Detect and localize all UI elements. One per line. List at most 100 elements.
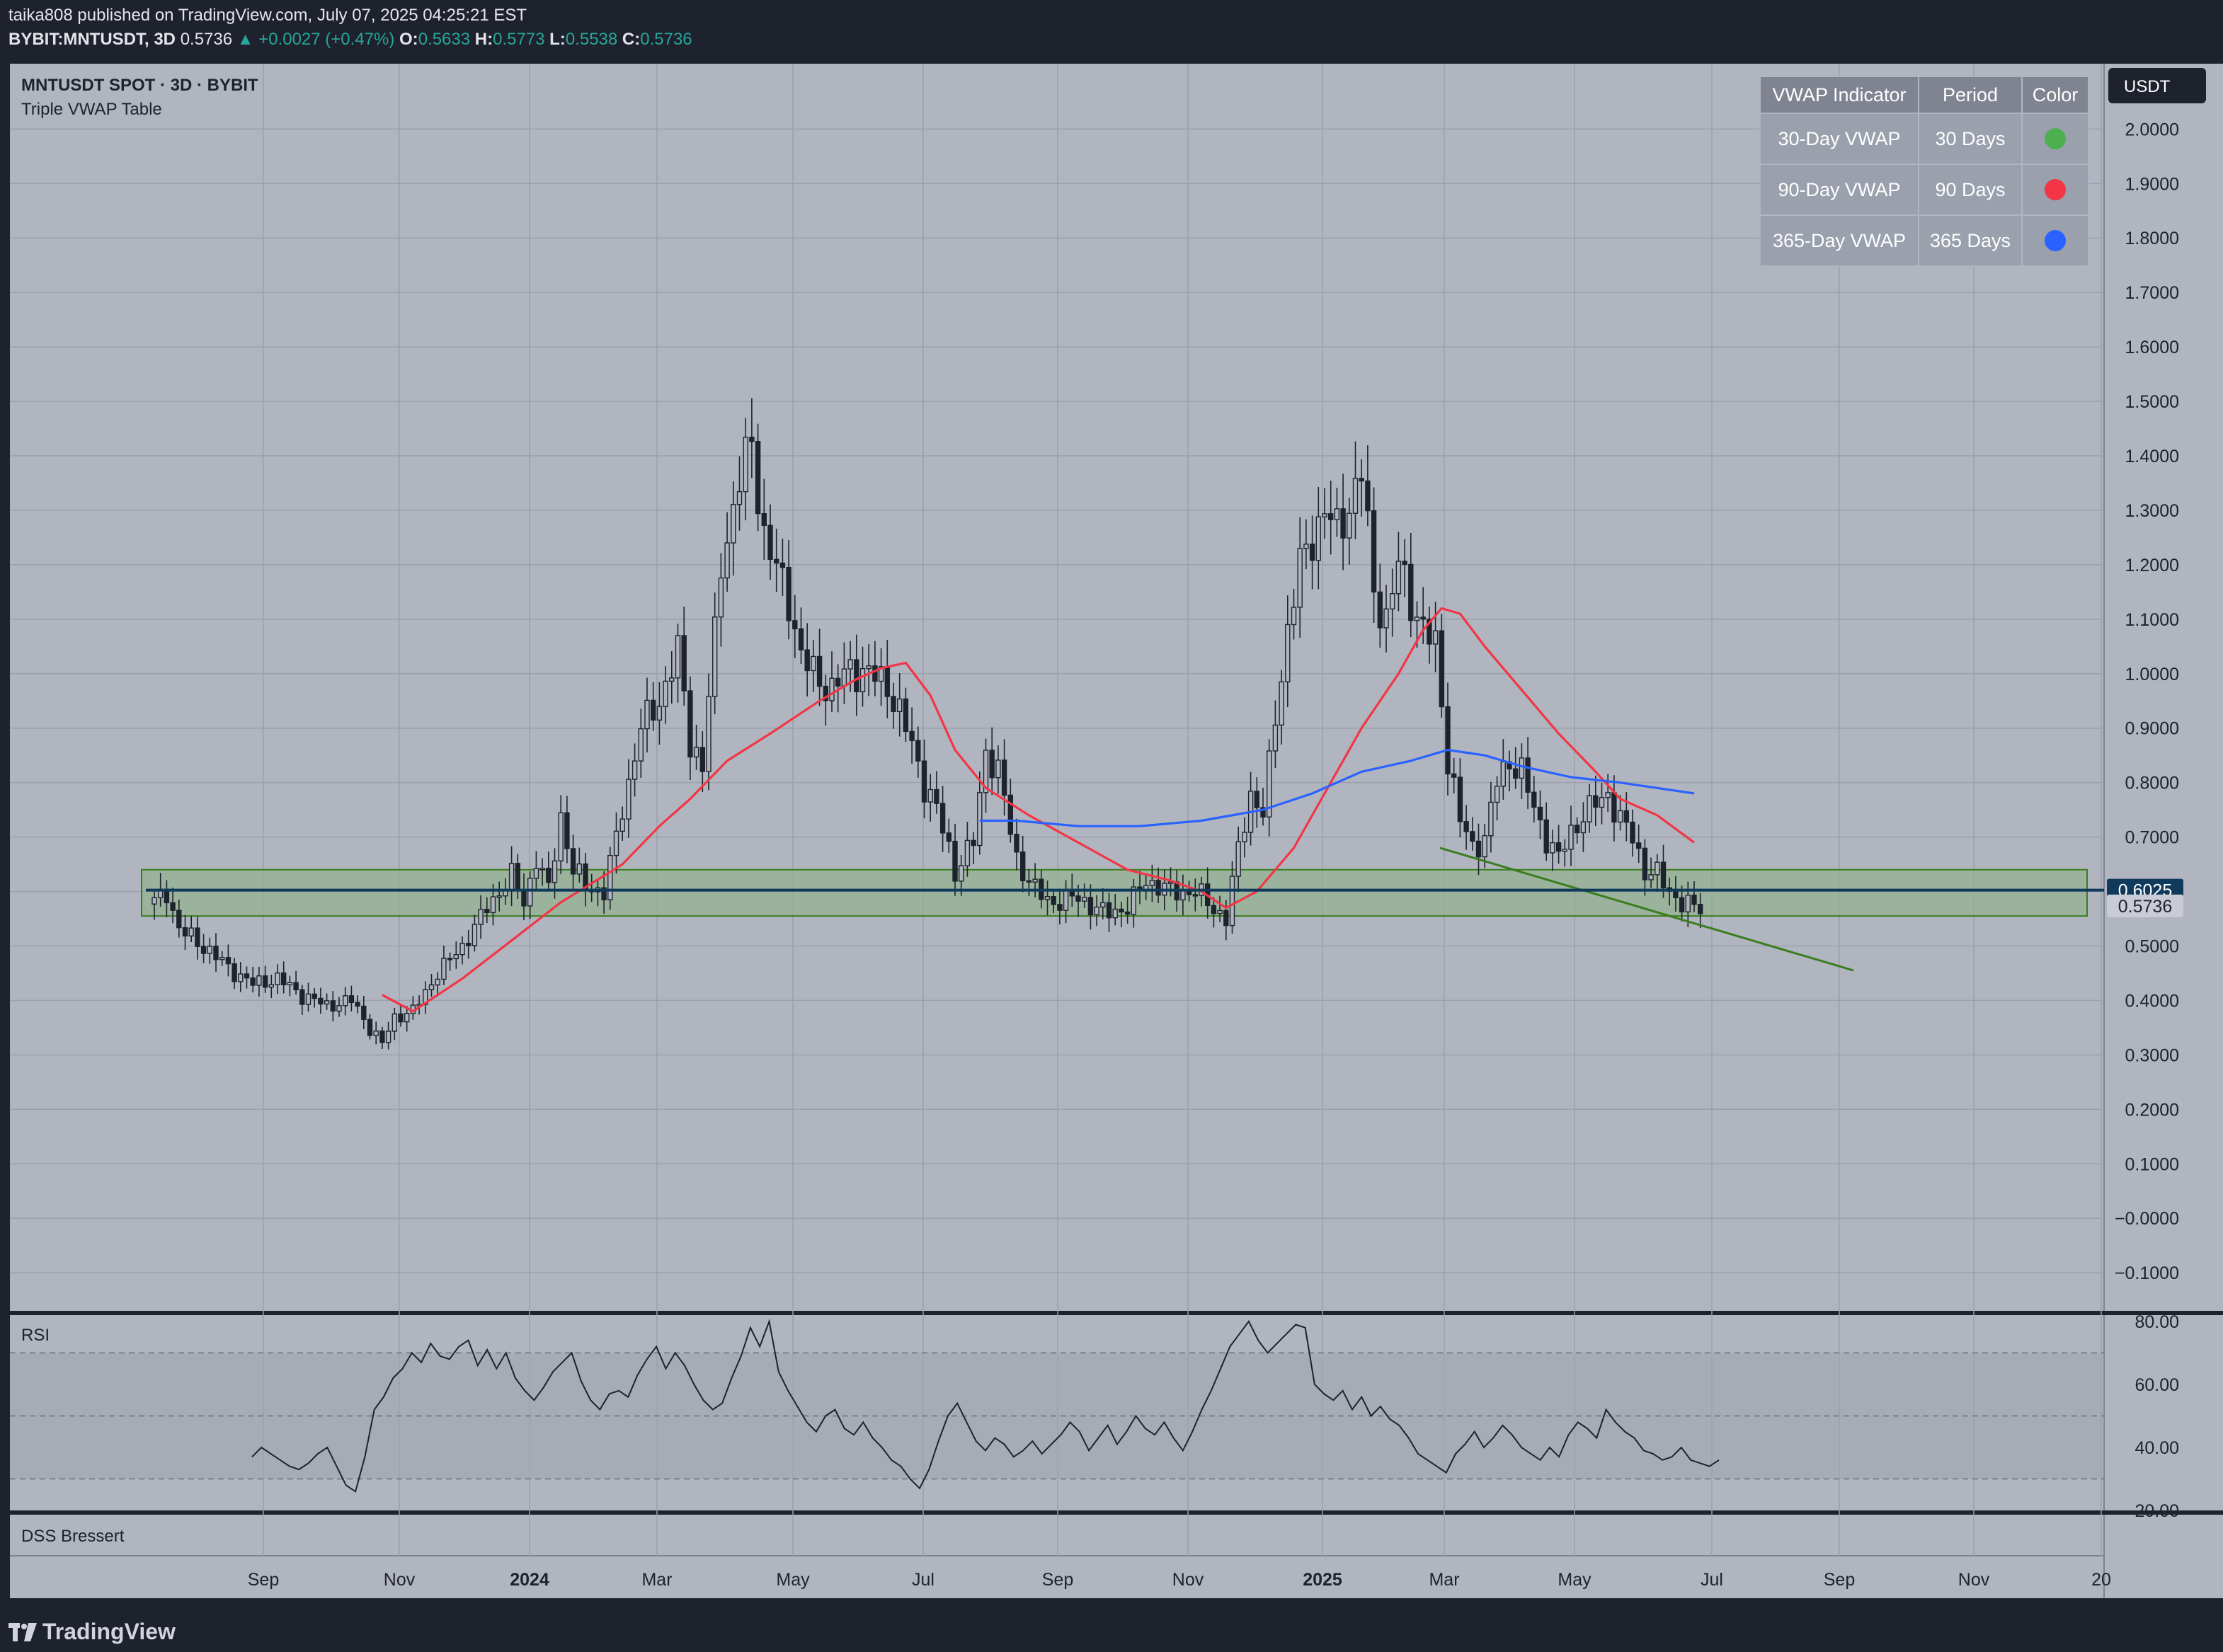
candle-body — [1402, 561, 1407, 566]
candle-body — [1617, 810, 1623, 823]
candle-body — [1562, 849, 1568, 852]
candle-body — [1488, 801, 1494, 837]
y-tick-label: 1.5000 — [2125, 392, 2179, 412]
candle-body — [1365, 480, 1371, 512]
candle-body — [1408, 563, 1414, 621]
candle-body — [1648, 874, 1654, 881]
candle-body — [1272, 724, 1279, 752]
candle-body — [1100, 902, 1106, 908]
candle-body — [724, 542, 730, 579]
candle-body — [804, 649, 810, 672]
vwap-color-swatch — [2045, 128, 2066, 149]
candle-body — [632, 760, 638, 780]
candle-body — [866, 665, 872, 670]
candle-body — [508, 863, 515, 890]
candle-body — [798, 628, 804, 650]
y-tick-label: 0.8000 — [2125, 774, 2179, 793]
candle-body — [213, 946, 219, 960]
candle-body — [478, 909, 484, 925]
x-tick-label: 20 — [2091, 1570, 2111, 1590]
x-tick-label: 2024 — [510, 1570, 549, 1590]
candle-body — [644, 699, 650, 730]
candle-body — [232, 963, 237, 982]
candle-body — [663, 680, 668, 707]
candle-body — [373, 1030, 379, 1036]
candle-body — [1395, 561, 1402, 595]
candle-body — [934, 788, 939, 804]
candle-body — [939, 803, 946, 834]
candle-body — [1359, 478, 1364, 482]
candle-body — [1550, 842, 1555, 854]
candle-body — [1266, 750, 1272, 818]
vwap-table-header-cell: Period — [1943, 84, 1998, 105]
y-tick-label: 0.7000 — [2125, 828, 2179, 848]
candle-body — [1279, 681, 1284, 726]
rsi-tick-label: 60.00 — [2135, 1375, 2179, 1395]
candle-body — [558, 812, 564, 862]
candle-body — [207, 946, 212, 954]
currency-button[interactable] — [2108, 68, 2206, 103]
last-price-label-bg — [2107, 894, 2183, 917]
price-change: +0.0027 (+0.47%) — [258, 30, 395, 49]
last-price: 0.5736 — [180, 30, 233, 49]
candle-body — [1482, 835, 1487, 858]
candle-body — [779, 562, 786, 568]
candle-body — [736, 491, 743, 505]
candle-body — [496, 895, 502, 898]
candle-body — [915, 740, 921, 762]
candle-body — [841, 668, 847, 687]
x-tick-label: Nov — [384, 1570, 416, 1590]
candle-body — [878, 666, 884, 682]
candle-body — [971, 839, 976, 847]
y-tick-label: 0.3000 — [2125, 1045, 2179, 1065]
y-tick-label: 0.2000 — [2125, 1100, 2179, 1120]
candle-body — [188, 927, 194, 937]
last-price-label: 0.5736 — [2118, 897, 2172, 917]
candle-body — [1377, 591, 1383, 629]
candle-body — [398, 1013, 404, 1023]
vwap-table-row — [1759, 214, 2089, 267]
candle-body — [1463, 821, 1469, 832]
candle-body — [786, 566, 792, 621]
candle-body — [1525, 757, 1531, 793]
candle-body — [1352, 478, 1359, 514]
candle-body — [706, 696, 712, 772]
symbol-label: BYBIT:MNTUSDT, 3D — [8, 30, 176, 49]
candle-body — [1420, 616, 1426, 620]
candle-body — [1451, 773, 1457, 778]
candle-body — [958, 865, 964, 882]
candle-body — [1303, 544, 1309, 549]
candle-body — [1512, 768, 1519, 779]
candle-body — [1155, 880, 1161, 896]
candle-body — [1297, 548, 1303, 608]
candle-body — [1087, 897, 1094, 916]
y-tick-label: 0.1000 — [2125, 1154, 2179, 1174]
rsi-tick-label: 80.00 — [2135, 1312, 2179, 1332]
candle-body — [1673, 890, 1679, 899]
candle-body — [699, 747, 705, 772]
candle-body — [687, 690, 693, 758]
candle-body — [613, 830, 619, 856]
candle-body — [219, 957, 225, 960]
candle-body — [299, 989, 305, 1005]
candle-body — [823, 685, 829, 701]
candle-body — [275, 972, 280, 985]
candle-body — [367, 1019, 373, 1036]
candle-body — [884, 666, 891, 697]
candle-body — [1075, 895, 1081, 902]
high-label: H: — [474, 30, 493, 49]
vwap-table-name-cell: 365-Day VWAP — [1773, 230, 1906, 251]
candle-body — [1630, 821, 1635, 844]
candle-body — [651, 699, 656, 721]
candle-body — [859, 667, 866, 693]
candle-body — [244, 973, 250, 979]
x-tick-label: May — [1558, 1570, 1591, 1590]
candle-body — [607, 854, 613, 900]
candle-body — [182, 927, 188, 937]
candle-body — [256, 975, 262, 986]
candle-body — [921, 760, 927, 803]
rsi-tick-label: 40.00 — [2135, 1438, 2179, 1458]
candle-body — [1149, 880, 1155, 886]
y-tick-label: 1.7000 — [2125, 283, 2179, 303]
